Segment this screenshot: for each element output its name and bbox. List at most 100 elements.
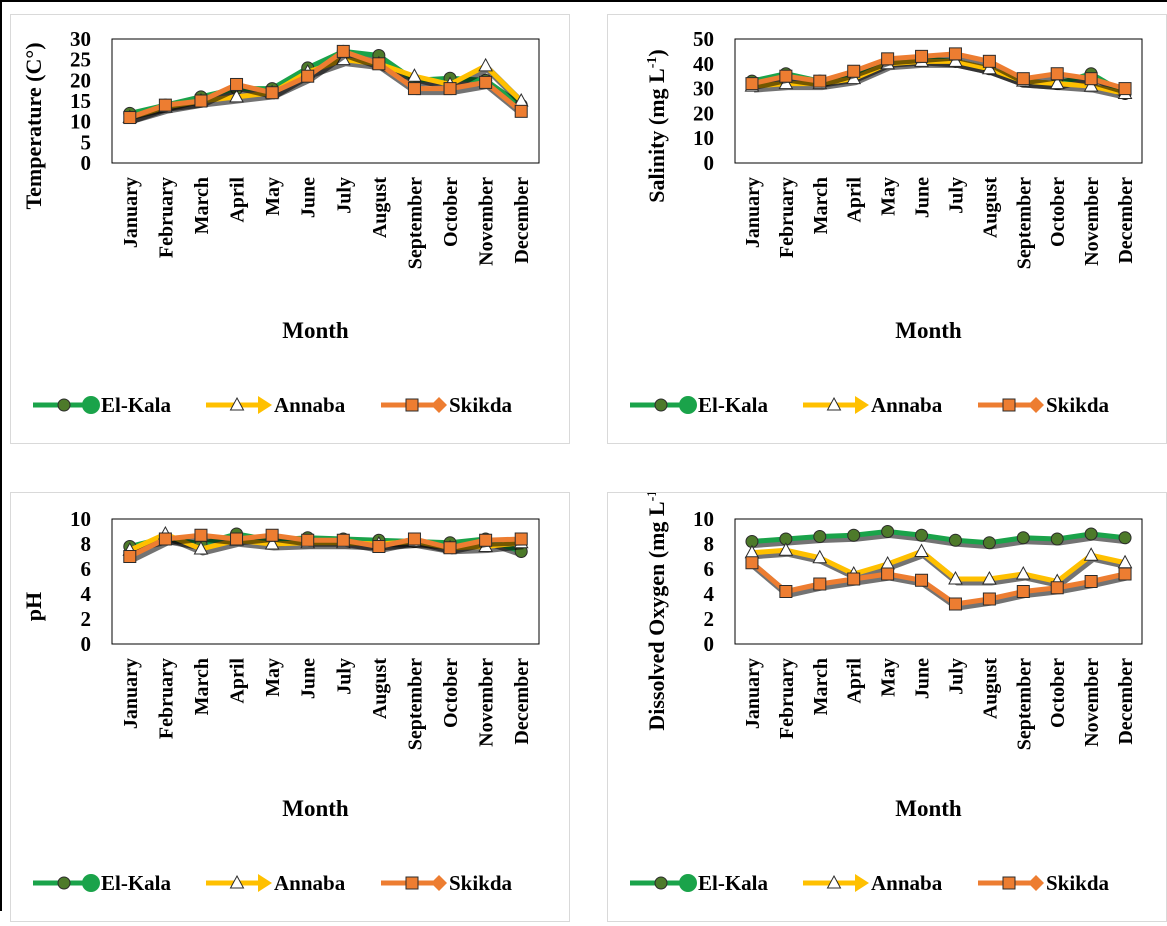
- point-el-kala-september: [1016, 531, 1030, 545]
- point-annaba-february: [778, 542, 794, 556]
- x-tick-label-january: January: [120, 658, 142, 729]
- x-tick-label-january: January: [742, 658, 764, 729]
- x-tick-label-september: September: [404, 177, 426, 269]
- x-tick-label-november: November: [476, 177, 498, 266]
- x-tick-label-january: January: [120, 177, 142, 248]
- point-annaba-october: [1049, 75, 1065, 90]
- point-skikda-march: [813, 577, 827, 591]
- point-skikda-october: [1050, 581, 1064, 595]
- point-skikda-november: [1084, 72, 1098, 86]
- point-skikda-april: [847, 64, 861, 78]
- x-tick-label-september: September: [1013, 658, 1035, 750]
- x-tick-label-july: July: [945, 177, 967, 214]
- point-skikda-april: [847, 572, 861, 586]
- x-tick-label-december: December: [1115, 658, 1137, 745]
- y-tick-label: 6: [81, 557, 92, 581]
- legend-end-el-kala: [679, 396, 697, 414]
- x-tick-label-november: November: [1081, 177, 1103, 266]
- point-skikda-november: [479, 75, 493, 89]
- series-skikda: [123, 528, 528, 563]
- x-tick-label-may: May: [878, 177, 900, 216]
- legend-label-el-kala: El-Kala: [101, 871, 172, 895]
- y-tick-label: 10: [693, 126, 714, 150]
- point-skikda-october: [443, 82, 457, 96]
- legend-end-skikda: [1028, 397, 1044, 413]
- legend-label-el-kala: El-Kala: [698, 393, 769, 417]
- legend-marker-skikda: [405, 876, 419, 890]
- y-tick-label: 0: [81, 632, 92, 656]
- x-tick-label-april: April: [227, 177, 249, 223]
- legend-item-skikda: Skikda: [978, 393, 1110, 417]
- x-tick-label-march: March: [191, 177, 213, 234]
- series-skikda: [123, 44, 528, 125]
- legend-label-annaba: Annaba: [274, 871, 346, 895]
- legend-marker-el-kala: [57, 398, 71, 412]
- plot-area: [111, 38, 540, 164]
- point-annaba-september: [1015, 565, 1031, 580]
- y-tick-label: 6: [704, 557, 715, 581]
- x-tick-label-october: October: [1047, 658, 1069, 728]
- y-axis-label: pH: [21, 592, 46, 621]
- point-skikda-september: [1016, 72, 1030, 86]
- point-skikda-march: [813, 74, 827, 88]
- point-el-kala-may: [881, 525, 895, 538]
- point-skikda-december: [514, 104, 528, 118]
- point-annaba-november: [478, 57, 493, 72]
- legend-item-el-kala: El-Kala: [630, 871, 769, 895]
- x-tick-label-june: June: [912, 177, 934, 218]
- point-el-kala-june: [915, 528, 929, 542]
- legend-marker-annaba: [229, 874, 245, 889]
- x-tick-label-june: June: [912, 658, 934, 699]
- legend-marker-el-kala: [57, 876, 71, 890]
- y-tick-label: 30: [693, 77, 714, 101]
- legend-label-skikda: Skikda: [1046, 871, 1110, 895]
- plot-area: [734, 518, 1143, 645]
- point-el-kala-march: [813, 530, 827, 543]
- x-tick-label-november: November: [476, 658, 498, 747]
- legend-marker-skikda: [1002, 876, 1016, 890]
- point-skikda-may: [265, 86, 279, 100]
- x-tick-label-july: July: [333, 177, 355, 214]
- x-tick-label-march: March: [810, 658, 832, 715]
- point-skikda-january: [123, 550, 137, 563]
- y-tick-label: 2: [81, 607, 92, 631]
- legend-marker-annaba: [826, 874, 842, 889]
- legend-item-skikda: Skikda: [381, 393, 513, 417]
- x-tick-label-july: July: [945, 658, 967, 695]
- point-skikda-april: [230, 77, 244, 91]
- point-annaba-june: [914, 543, 929, 557]
- legend-item-annaba: Annaba: [206, 871, 346, 895]
- legend-end-skikda: [431, 397, 447, 413]
- point-skikda-february: [158, 98, 172, 112]
- point-skikda-april: [230, 532, 244, 546]
- legend-item-skikda: Skikda: [978, 871, 1110, 895]
- x-tick-label-october: October: [1047, 177, 1069, 247]
- point-skikda-october: [443, 541, 457, 555]
- y-tick-label: 0: [704, 632, 715, 656]
- x-tick-label-may: May: [262, 658, 284, 697]
- point-skikda-september: [407, 532, 421, 546]
- legend: El-Kala Annaba Skikda: [33, 393, 513, 417]
- legend: El-Kala Annaba Skikda: [630, 393, 1110, 417]
- x-tick-label-december: December: [511, 177, 533, 264]
- series-skikda: [745, 47, 1132, 96]
- y-axis-label: Temperature (C°): [21, 42, 46, 209]
- point-skikda-june: [301, 533, 315, 547]
- point-annaba-april: [229, 88, 244, 103]
- legend-item-skikda: Skikda: [381, 871, 513, 895]
- point-annaba-july: [948, 570, 963, 585]
- y-tick-label: 10: [70, 110, 91, 134]
- x-tick-label-march: March: [191, 658, 213, 715]
- point-skikda-august: [982, 54, 996, 68]
- legend-marker-skikda: [1002, 398, 1016, 412]
- x-tick-label-october: October: [440, 177, 462, 247]
- y-axis-label-text: Temperature (C°): [21, 42, 46, 209]
- point-skikda-december: [1118, 567, 1132, 581]
- y-axis-label-superscript: -1: [645, 57, 660, 69]
- x-tick-label-january: January: [742, 177, 764, 248]
- point-skikda-january: [745, 556, 759, 570]
- legend-end-annaba: [258, 874, 272, 892]
- point-annaba-may: [264, 535, 280, 550]
